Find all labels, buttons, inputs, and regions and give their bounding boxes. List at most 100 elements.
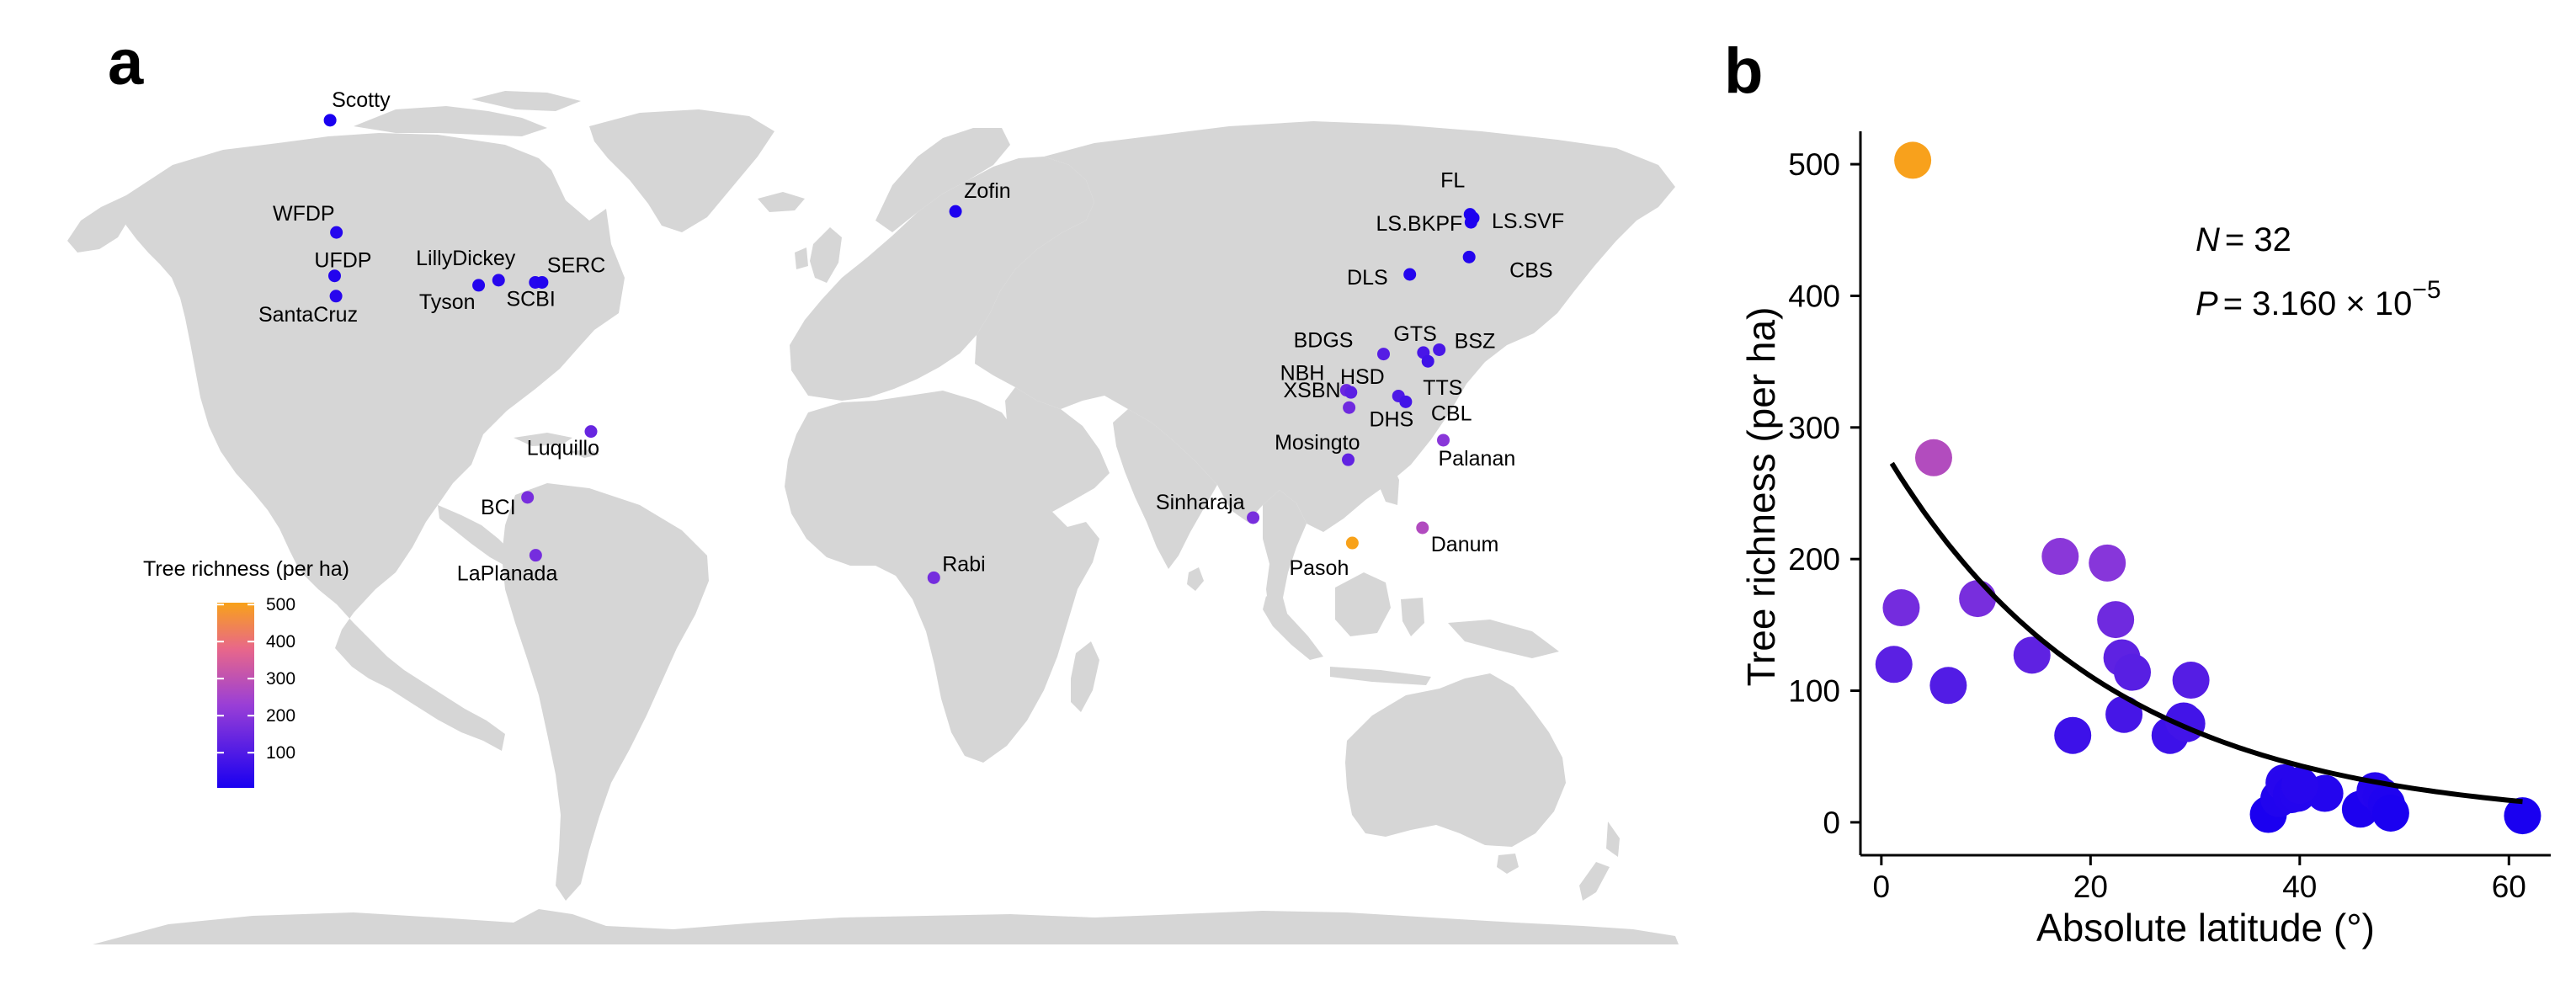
x-axis-title: Absolute latitude (°) (2036, 906, 2375, 949)
y-tick-label: 100 (1788, 674, 1840, 709)
site-label-cbs: CBS (1509, 258, 1552, 282)
p-value: = 3.160 × 10 (2223, 285, 2413, 322)
land-tasmania (1497, 854, 1519, 874)
p-annotation: P = 3.160 × 10−5 (2195, 276, 2441, 322)
y-axis-ticks: 0 100 200 300 400 500 (1788, 147, 1860, 840)
site-marker-sinharaja (1247, 511, 1260, 524)
legend-tick-label: 400 (266, 632, 295, 652)
site-marker-zofin (949, 205, 962, 218)
land-indonesia (1263, 572, 1431, 685)
land-british-isles (795, 227, 842, 283)
n-annotation: N = 32 (2195, 221, 2291, 258)
land-antarctica (93, 909, 1679, 944)
scatter-point (1929, 667, 1967, 705)
richness-legend: Tree richness (per ha) 100 200 300 400 500 (143, 557, 349, 788)
site-marker-wfdp (330, 226, 343, 239)
site-label-fl: FL (1440, 169, 1465, 193)
legend-ticks: 100 200 300 400 500 (217, 595, 295, 763)
site-label-sinharaja: Sinharaja (1156, 491, 1245, 514)
site-marker-tts (1421, 354, 1434, 368)
site-label-bsz: BSZ (1455, 329, 1496, 353)
map-sites (323, 114, 1480, 584)
site-marker-bsz (1433, 343, 1446, 356)
legend-title: Tree richness (per ha) (143, 557, 349, 581)
land-australia (1345, 673, 1566, 847)
site-marker-ufdp (327, 269, 341, 283)
site-marker-bdgs (1376, 348, 1390, 361)
land-japan (1431, 300, 1490, 389)
site-label-danum: Danum (1431, 533, 1499, 556)
x-tick-label: 20 (2073, 870, 2108, 904)
x-axis-ticks: 0 20 40 60 (1873, 855, 2526, 904)
site-label-luquillo: Luquillo (527, 437, 599, 460)
land-iceland (758, 192, 805, 212)
scatter-point (2089, 544, 2126, 582)
site-label-ls-bkpf: LS.BKPF (1376, 212, 1463, 236)
land-caribbean (514, 433, 599, 458)
scatter-point (2105, 695, 2143, 733)
p-label: P (2195, 285, 2218, 322)
site-marker-hsd (1344, 386, 1358, 399)
site-label-ufdp: UFDP (314, 249, 371, 273)
y-tick-label: 200 (1788, 542, 1840, 577)
site-label-bci: BCI (481, 496, 516, 519)
land-arctic-islands (354, 91, 581, 136)
n-value: = 32 (2225, 221, 2291, 258)
scatter-points (1875, 141, 2541, 835)
site-label-palanan: Palanan (1439, 447, 1516, 471)
legend-tick-label: 100 (266, 743, 295, 763)
site-label-pasoh: Pasoh (1289, 556, 1349, 580)
site-label-serc: SERC (547, 253, 605, 277)
site-marker-lillydickey (492, 274, 505, 287)
site-label-zofin: Zofin (964, 179, 1011, 203)
land-alaska (67, 195, 128, 253)
site-label-rabi: Rabi (942, 552, 985, 576)
site-label-gts: GTS (1393, 322, 1436, 346)
land-asia (975, 121, 1675, 532)
site-marker-laplanada (529, 549, 542, 562)
scatter-point (2172, 662, 2210, 699)
scatter-point (1882, 589, 1920, 627)
y-tick-label: 0 (1823, 806, 1840, 840)
site-label-tts: TTS (1423, 376, 1462, 400)
site-label-dls: DLS (1347, 266, 1388, 290)
y-tick-label: 500 (1788, 147, 1840, 182)
site-marker-scotty (323, 114, 337, 127)
site-marker-mosingto (1342, 453, 1355, 466)
site-label-wfdp: WFDP (273, 202, 335, 226)
scatter-point (2013, 636, 2051, 674)
stats-annotation: N = 32 P = 3.160 × 10−5 (2195, 221, 2441, 322)
panel-b: b 0 100 200 300 400 500 0 20 40 60 Tree richness… (1724, 35, 2551, 949)
scatter-point (2114, 653, 2152, 691)
site-label-scotty: Scotty (332, 88, 391, 112)
map-labels: Scotty WFDP UFDP SantaCruz LillyDickey Tyson S… (258, 88, 1564, 586)
site-marker-luquillo (584, 425, 598, 439)
scatter-point (1894, 141, 1932, 179)
site-marker-dls (1403, 268, 1417, 281)
x-tick-label: 60 (2492, 870, 2526, 904)
land-scandinavia (876, 128, 1010, 232)
site-marker-palanan (1437, 434, 1450, 447)
site-label-lillydickey: LillyDickey (416, 247, 516, 270)
panel-a-letter: a (108, 27, 144, 98)
land-greenland (589, 109, 774, 232)
site-marker-cbs (1462, 250, 1476, 263)
site-marker-pasoh (1345, 536, 1359, 550)
land-africa (785, 391, 1099, 763)
scatter-point (2281, 767, 2318, 805)
site-label-dhs: DHS (1369, 407, 1413, 431)
site-label-ls-svf: LS.SVF (1492, 210, 1564, 233)
fit-curve (1889, 461, 2523, 805)
scatter-point (1875, 646, 1913, 684)
scatter-point (2097, 601, 2135, 639)
site-label-santacruz: SantaCruz (258, 303, 358, 327)
scatter-point (2054, 716, 2092, 754)
site-label-nbh: NBH (1280, 362, 1325, 386)
land-new-guinea (1448, 620, 1559, 658)
site-label-xsbn: XSBN (1284, 379, 1341, 402)
legend-tick-label: 300 (266, 669, 295, 689)
land-india (1113, 409, 1217, 569)
land-philippines (1376, 431, 1399, 505)
site-marker-xsbn (1343, 401, 1356, 414)
